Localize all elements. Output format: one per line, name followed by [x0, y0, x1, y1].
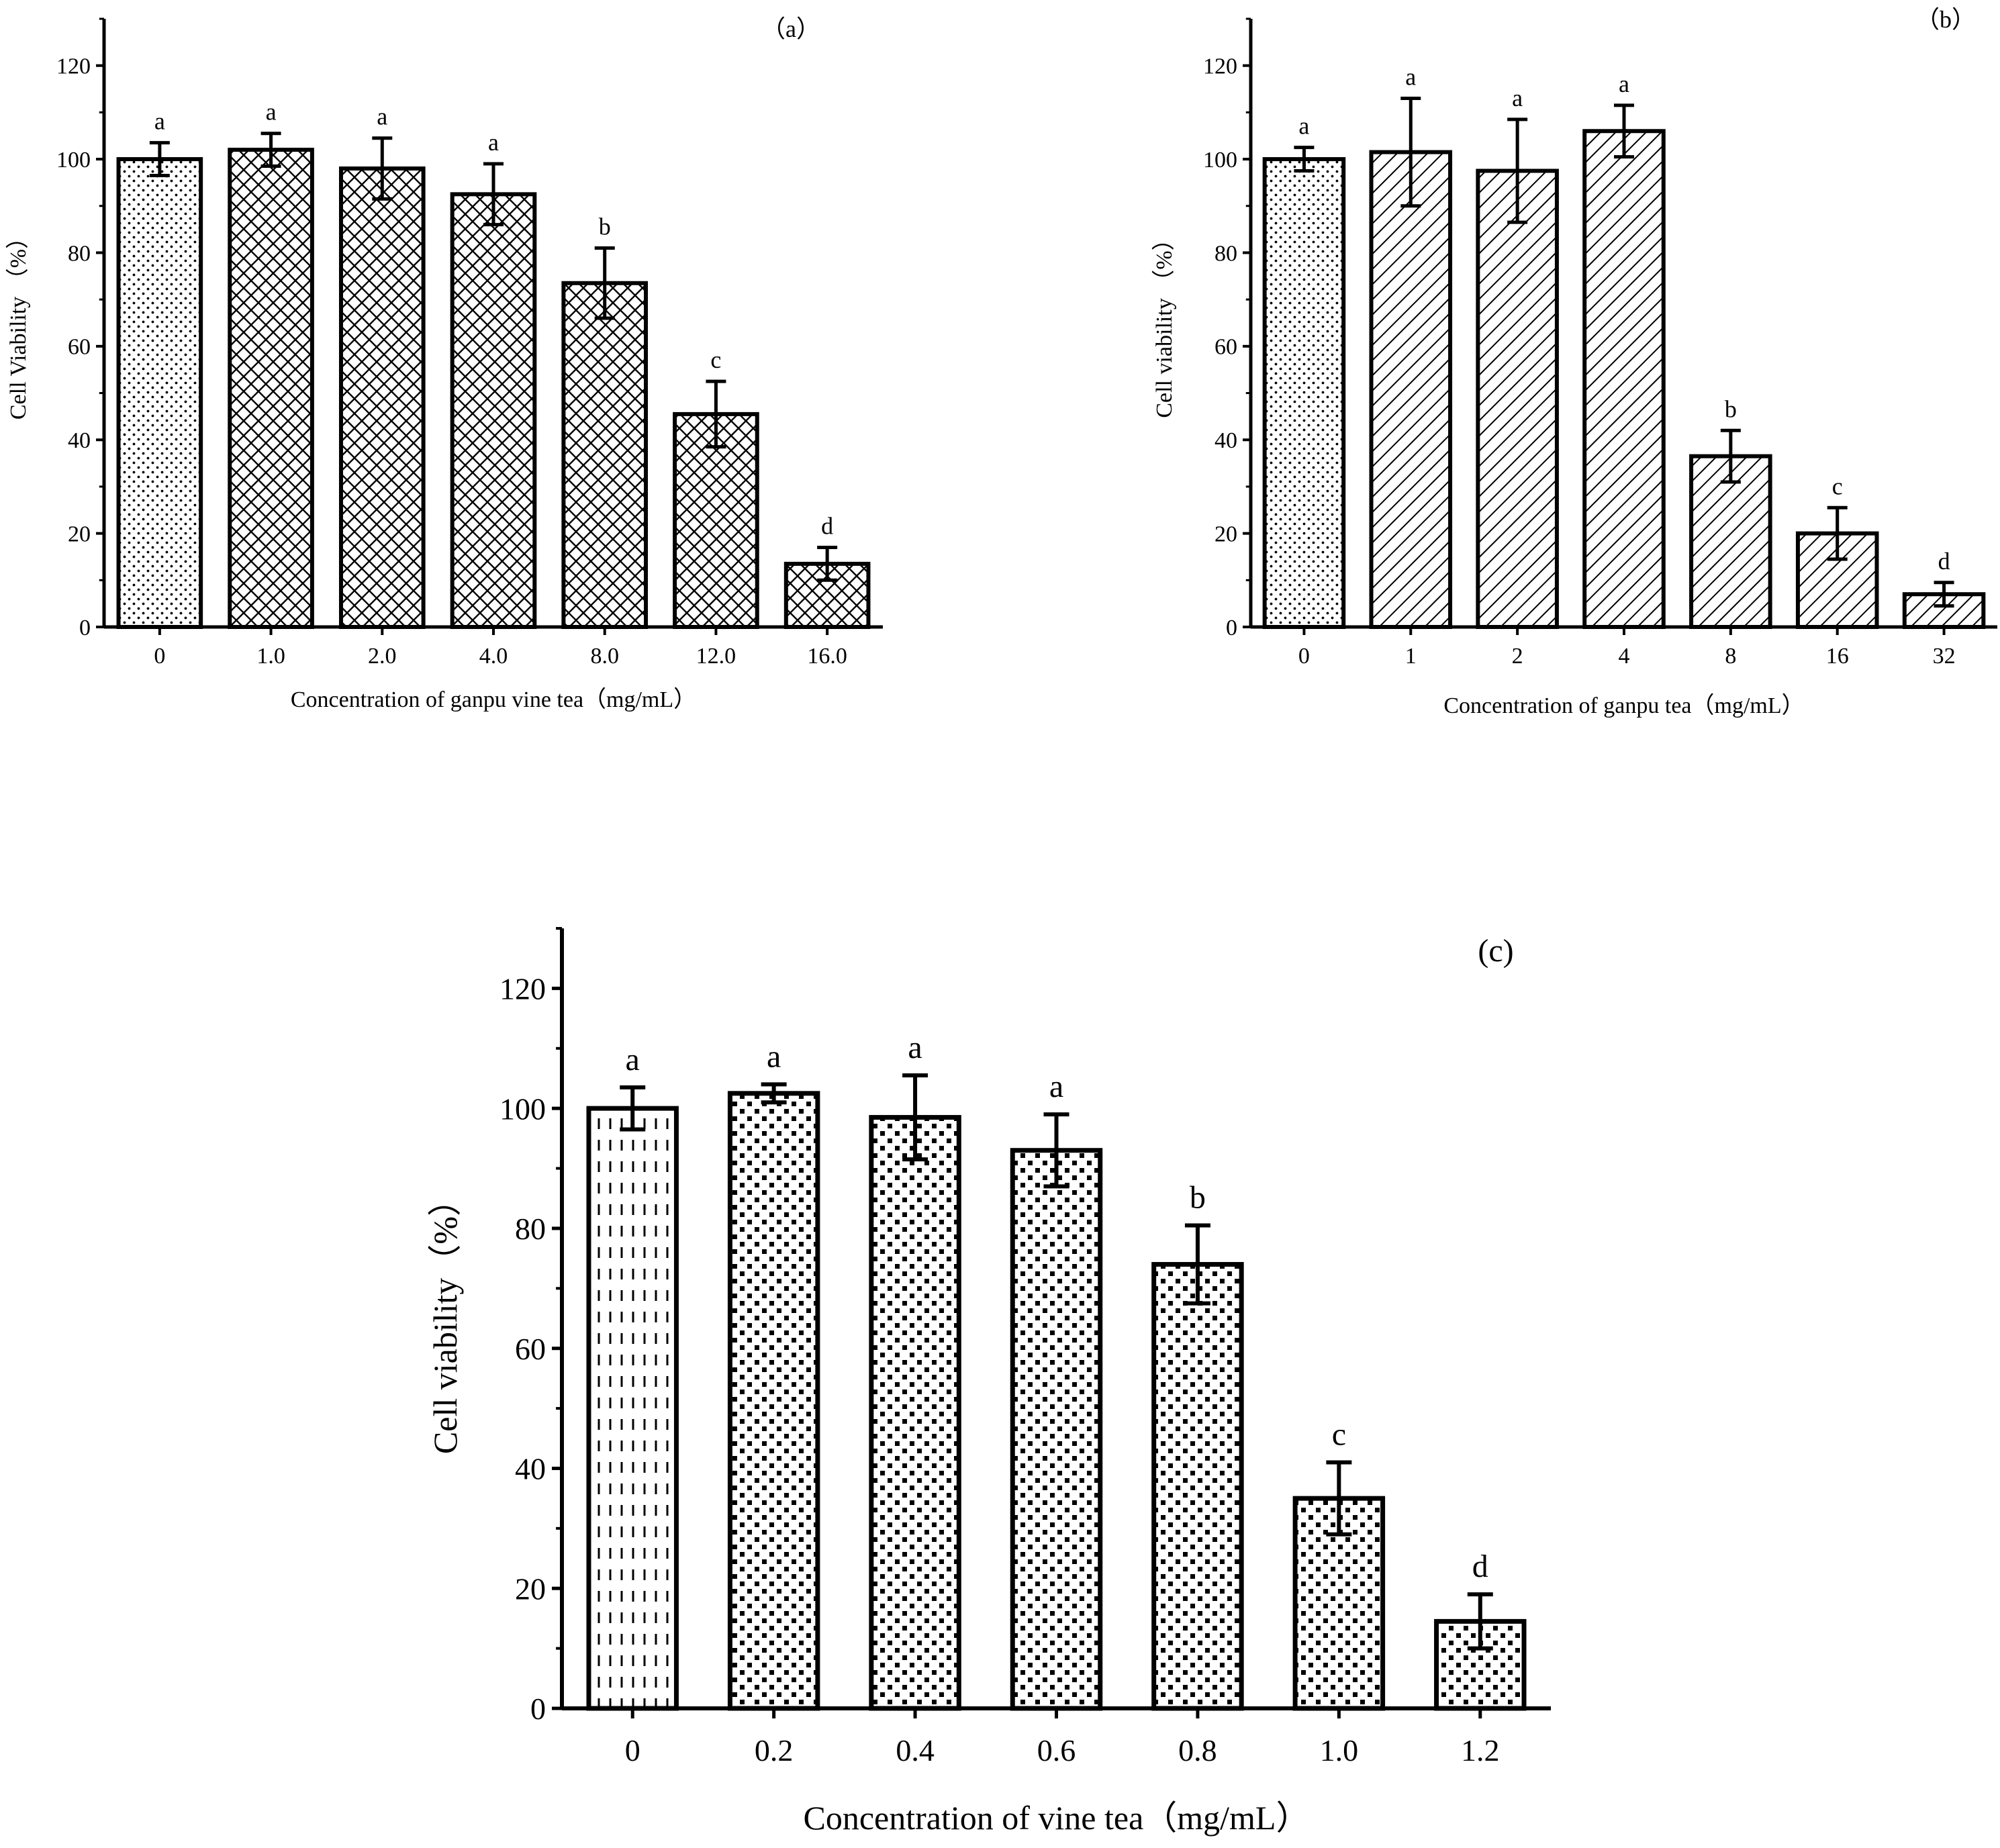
- x-tick-label: 2: [1512, 644, 1523, 669]
- significance-label: a: [377, 103, 387, 130]
- y-tick-label: 60: [515, 1332, 546, 1366]
- y-tick-label: 60: [1215, 335, 1237, 360]
- x-tick-label: 16: [1826, 644, 1849, 669]
- y-tick-label: 80: [515, 1212, 546, 1246]
- significance-label: c: [1832, 473, 1843, 499]
- x-tick-label: 1.0: [256, 644, 285, 669]
- y-tick-label: 20: [1215, 522, 1237, 547]
- x-axis-label: Concentration of ganpu tea（mg/mL）: [1443, 693, 1804, 718]
- x-tick-label: 0: [1298, 644, 1310, 669]
- y-tick-label: 0: [1226, 616, 1237, 640]
- y-tick-label: 40: [1215, 428, 1237, 453]
- significance-label: a: [154, 108, 165, 135]
- significance-label: b: [599, 213, 611, 240]
- significance-label: c: [1332, 1417, 1346, 1453]
- bar: [1010, 1148, 1103, 1711]
- significance-label: b: [1190, 1179, 1206, 1215]
- bar: [1262, 157, 1346, 630]
- y-axis-label: Cell viability（%）: [426, 1183, 464, 1454]
- y-tick-label: 0: [79, 616, 91, 640]
- y-tick-label: 20: [68, 522, 91, 547]
- significance-label: c: [710, 346, 721, 373]
- x-axis-label: Concentration of ganpu vine tea（mg/mL）: [291, 687, 696, 712]
- panel-label: （a）: [761, 15, 820, 42]
- x-tick-label: 1.2: [1461, 1733, 1500, 1767]
- bar: [1151, 1262, 1244, 1711]
- x-tick-label: 0: [154, 644, 165, 669]
- y-tick-label: 120: [1203, 54, 1237, 79]
- significance-label: a: [1049, 1069, 1063, 1104]
- bar: [586, 1106, 679, 1711]
- x-tick-label: 32: [1933, 644, 1956, 669]
- bar: [1582, 129, 1666, 629]
- y-tick-label: 40: [68, 428, 91, 453]
- significance-label: a: [767, 1038, 781, 1074]
- y-tick-label: 100: [1203, 148, 1237, 173]
- x-tick-label: 4.0: [479, 644, 508, 669]
- chart-panel-a: a 0 a 1.0 a 2.0 a 4.0 b 8.0 c 12.0 d 16.0 0 20 40 60 80 100…: [5, 15, 883, 712]
- significance-label: a: [1619, 70, 1629, 97]
- y-tick-label: 20: [515, 1571, 546, 1606]
- significance-label: d: [1938, 548, 1950, 575]
- y-axis-label: Cell viability （%）: [1151, 228, 1177, 418]
- panel-label: （b）: [1915, 6, 1976, 33]
- y-tick-label: 100: [56, 148, 91, 173]
- bar: [228, 148, 314, 629]
- x-tick-label: 4: [1619, 644, 1630, 669]
- x-tick-label: 1.0: [1320, 1733, 1359, 1767]
- x-tick-label: 12.0: [696, 644, 736, 669]
- bar: [869, 1115, 961, 1711]
- significance-label: b: [1725, 395, 1737, 422]
- x-axis-label: Concentration of vine tea（mg/mL）: [804, 1799, 1310, 1837]
- significance-label: d: [1472, 1549, 1488, 1584]
- significance-label: a: [266, 99, 277, 126]
- bar: [561, 281, 649, 629]
- y-tick-label: 80: [1215, 241, 1237, 266]
- significance-label: a: [488, 129, 499, 156]
- y-axis-label: Cell Viability （%）: [5, 226, 31, 420]
- x-tick-label: 8.0: [590, 644, 619, 669]
- bar: [116, 157, 203, 630]
- x-tick-label: 0.4: [896, 1733, 935, 1767]
- x-tick-label: 8: [1725, 644, 1736, 669]
- x-tick-label: 0.6: [1037, 1733, 1076, 1767]
- x-tick-label: 0.8: [1178, 1733, 1217, 1767]
- x-tick-label: 16.0: [807, 644, 847, 669]
- significance-label: a: [908, 1030, 922, 1065]
- y-tick-label: 120: [499, 971, 546, 1006]
- bar: [1476, 168, 1559, 629]
- x-tick-label: 0.2: [755, 1733, 794, 1767]
- significance-label: a: [1405, 63, 1416, 90]
- bar: [727, 1091, 820, 1711]
- significance-label: a: [1512, 85, 1523, 111]
- chart-panel-b: a 0 a 1 a 2 a 4 b 8 c 16 d 32 0 20 40 60 80 100 120 Concentra…: [1151, 6, 1997, 718]
- x-tick-label: 1: [1405, 644, 1417, 669]
- chart-panel-c: a 0 a 0.2 a 0.4 a 0.6 b 0.8 c 1.0 d 1.2 0 20 40 60 80 100 12…: [426, 927, 1551, 1837]
- bar: [1369, 150, 1453, 630]
- y-tick-label: 100: [499, 1091, 546, 1126]
- bar: [338, 166, 426, 629]
- significance-label: d: [821, 513, 833, 540]
- y-tick-label: 40: [515, 1452, 546, 1486]
- x-tick-label: 2.0: [368, 644, 397, 669]
- y-tick-label: 0: [530, 1692, 546, 1726]
- panel-label: (c): [1478, 933, 1513, 969]
- bar: [450, 192, 537, 630]
- y-tick-label: 120: [56, 54, 91, 79]
- significance-label: a: [626, 1042, 640, 1077]
- x-tick-label: 0: [625, 1733, 640, 1767]
- y-tick-label: 80: [68, 241, 91, 266]
- significance-label: a: [1298, 113, 1309, 140]
- y-tick-label: 60: [68, 335, 91, 360]
